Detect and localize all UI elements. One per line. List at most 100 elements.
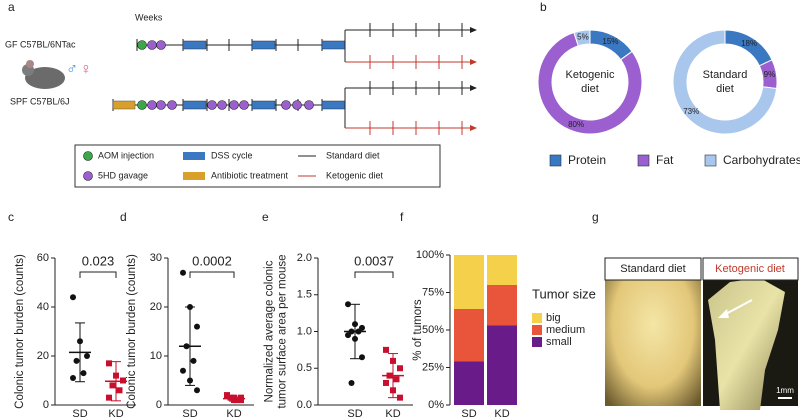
data-point [109,382,116,389]
5hd-dot [156,100,166,110]
arrow-head [470,85,477,91]
legend-label: Fat [656,153,674,167]
y-tick-label: 30 [150,252,162,264]
strain-label: GF C57BL/6NTac [5,39,76,49]
slice-label: 73% [683,107,699,116]
5hd-dot [304,100,314,110]
legend-title: Tumor size [532,286,596,301]
data-point [70,375,76,382]
y-tick-label: 0 [156,399,162,411]
x-tick-label: KD [226,408,241,419]
5hd-dot [217,100,227,110]
legend-swatch [549,154,562,167]
slice-label: 18% [741,39,757,48]
panel-label: b [540,0,547,14]
data-point [116,387,123,394]
data-point [224,392,230,399]
legend-swatch [532,313,542,323]
donut-title: Ketogenic [566,69,615,81]
y-axis-label: Colonic tumor burden (counts) [126,254,138,409]
strain-label: SPF C57BL/6J [10,96,70,106]
legend-swatch [532,337,542,347]
legend-label: Ketogenic diet [326,170,384,180]
sex-symbol: ♂ [66,61,78,78]
legend-label: big [546,312,561,324]
dss-bar [182,40,207,50]
data-point [397,365,403,372]
dss-bar [251,100,276,110]
data-point [194,387,200,394]
y-axis-label: tumor surface area per mouse [277,254,289,408]
y-tick-label: 25% [422,361,444,373]
y-tick-label: 40 [37,301,49,313]
x-tick-label: SD [347,408,362,419]
y-axis-label: Colonic tumor burden (counts) [14,254,26,409]
aom-dot [137,100,147,110]
legend-label: small [546,336,572,348]
panel-label: c [8,210,14,224]
legend-swatch [532,325,542,335]
data-point [80,370,87,377]
data-point [397,394,403,401]
x-tick-label: SD [182,408,197,419]
data-point [180,367,186,374]
data-point [345,301,351,308]
photo-label-box [604,257,702,281]
data-point [73,357,80,364]
dss-bar [251,40,276,50]
dss-bar [321,40,346,50]
sex-symbol: ♀ [80,61,92,78]
legend-label: medium [546,324,585,336]
data-point [106,394,112,401]
bar-segment [487,325,517,405]
y-tick-label: 1.0 [297,325,312,337]
x-tick-label: KD [494,408,509,419]
dss-bar [321,100,346,110]
5hd-dot [147,40,157,50]
donut-slice [573,29,591,47]
bar-segment [454,361,484,405]
x-tick-label: SD [72,408,87,419]
weeks-label: Weeks [135,12,163,22]
legend-label: DSS cycle [211,150,253,160]
photo-arrow [718,309,729,318]
panel-label: e [262,210,269,224]
donut-title: diet [716,83,734,95]
5hd-dot [207,100,217,110]
arrow-head [470,59,477,65]
data-point [190,357,197,364]
y-tick-label: 0.5 [297,362,312,374]
donut-title: diet [581,83,599,95]
5hd-dot [156,40,166,50]
significance-bracket [79,271,117,278]
y-tick-label: 50% [422,324,444,336]
y-tick-label: 10 [150,350,162,362]
5hd-dot [167,100,177,110]
y-tick-label: 20 [37,350,49,362]
x-tick-label: SD [461,408,476,419]
legend-swatch [183,172,205,180]
significance-bracket [354,271,394,278]
data-point [70,294,76,301]
y-tick-label: 0 [43,399,49,411]
data-point [234,397,241,404]
x-tick-label: KD [385,408,400,419]
5hd-dot [281,100,291,110]
bar-segment [454,309,484,362]
legend-label: Protein [568,153,606,167]
data-point [194,323,200,330]
scale-label: 1mm [776,386,794,395]
y-tick-label: 100% [416,249,444,261]
y-tick-label: 20 [150,301,162,313]
photo-label-box [702,257,799,281]
slice-label: 9% [764,70,776,79]
significance-bracket [189,271,235,278]
data-point [180,269,186,276]
y-tick-label: 2.0 [297,252,312,264]
data-point [227,394,234,401]
data-point [238,394,244,401]
5hd-dot [147,100,157,110]
legend-label: AOM injection [98,150,154,160]
panel-label: d [120,210,127,224]
